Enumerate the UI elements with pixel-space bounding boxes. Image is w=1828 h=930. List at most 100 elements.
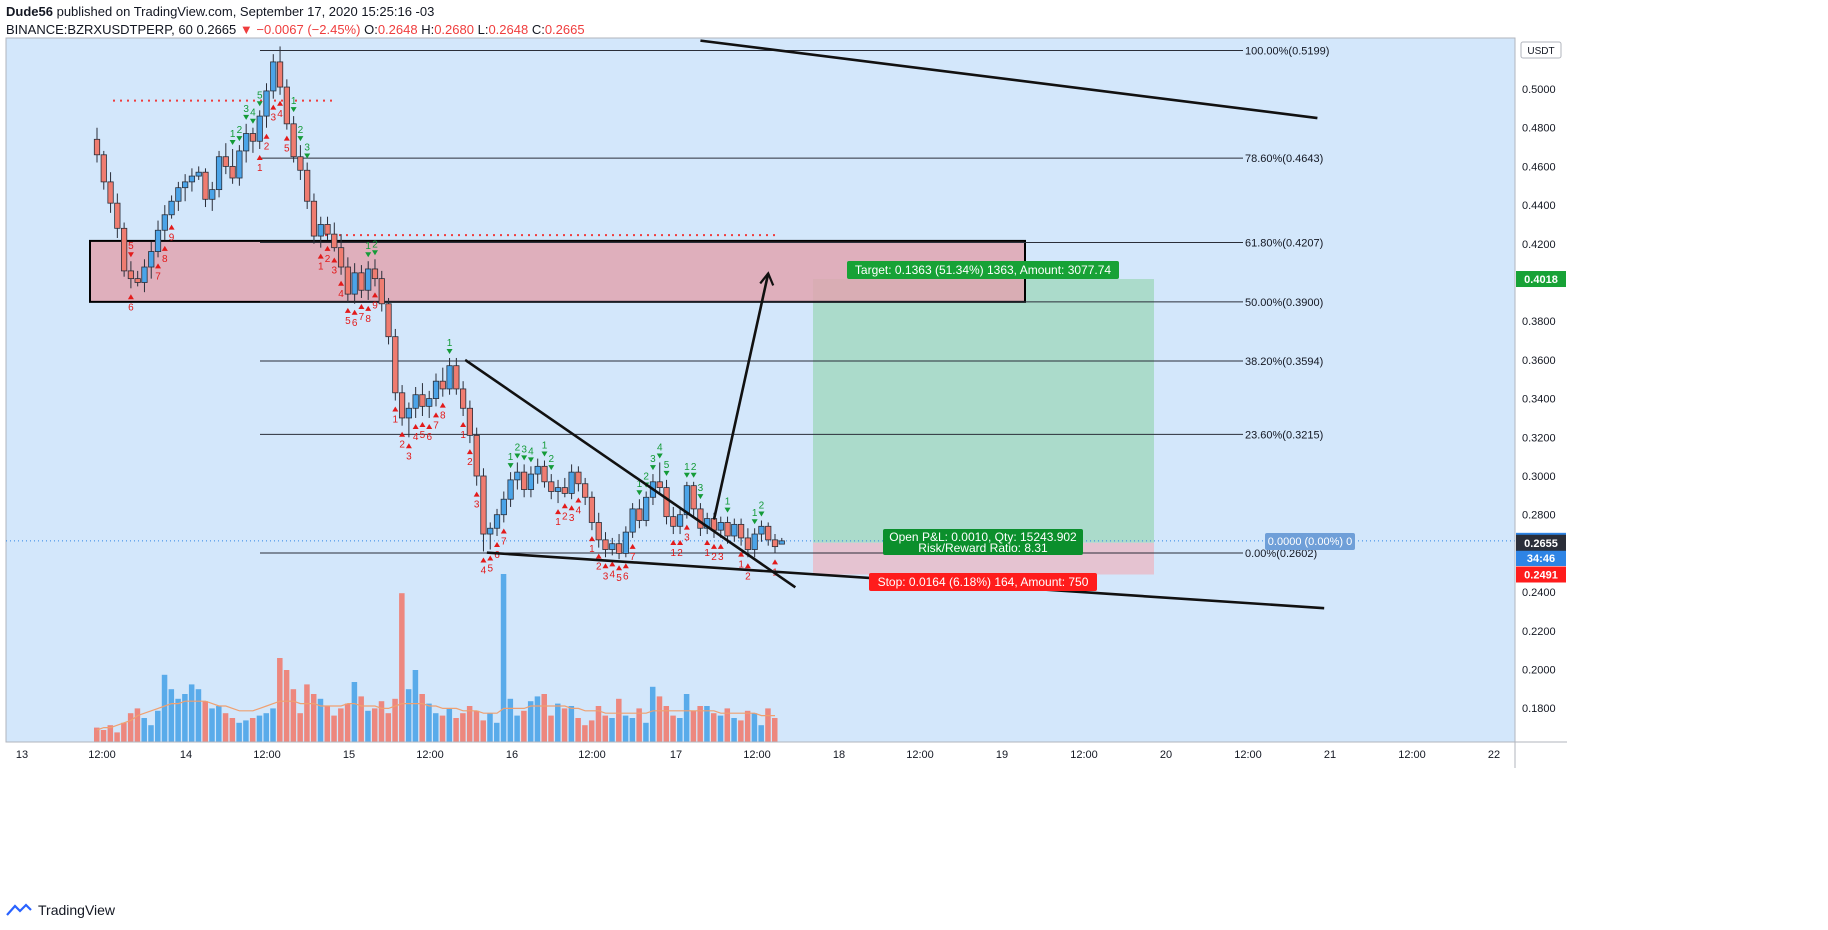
candle-down	[656, 481, 663, 489]
candle-down	[331, 233, 338, 249]
td-count-label: 5	[284, 144, 290, 155]
author-name[interactable]: Dude56	[6, 4, 53, 19]
td-count-label: 2	[691, 462, 697, 473]
candle-down	[283, 86, 290, 125]
trendline-falling-wedge-top	[464, 358, 797, 589]
td-count-label: 2	[325, 254, 331, 265]
td-arrow-up-icon	[738, 551, 745, 557]
volume-bar	[670, 715, 676, 742]
y-tick-label: 0.2000	[1522, 665, 1556, 677]
measure-label: 0.0000 (0.00%) 0	[1268, 536, 1352, 548]
td-count-label: 5	[128, 241, 134, 252]
price-change: ▼ −0.0067 (−2.45%)	[239, 22, 361, 37]
volume-bar	[168, 689, 175, 742]
volume-bar	[453, 718, 459, 742]
td-arrow-up-icon	[704, 540, 711, 546]
y-tick-label: 0.4800	[1522, 123, 1556, 135]
candle-down	[304, 169, 311, 202]
td-arrow-up-icon	[439, 402, 446, 408]
td-count-label: 1	[291, 96, 297, 107]
candle-down	[521, 471, 528, 490]
td-count-label: 4	[609, 569, 615, 580]
volume-bar	[324, 706, 331, 742]
td-arrow-down-icon	[229, 139, 236, 145]
td-count-label: 9	[372, 300, 378, 311]
candle-up	[351, 272, 358, 295]
publish-info: Dude56 published on TradingView.com, Sep…	[6, 4, 434, 19]
td-count-label: 4	[338, 289, 344, 300]
volume-bar	[704, 706, 710, 742]
candle-down	[466, 407, 474, 436]
volume-bar	[195, 689, 202, 742]
td-arrow-down-icon	[697, 494, 704, 500]
td-count-label: 2	[515, 442, 521, 453]
candle-up	[215, 156, 223, 191]
fib-label: 38.20%(0.3594)	[1245, 356, 1323, 368]
y-tick-label: 0.5000	[1522, 84, 1556, 96]
candle-down	[724, 522, 731, 537]
td-arrow-down-icon	[683, 472, 690, 478]
y-tick-label: 0.4400	[1522, 200, 1556, 212]
td-count-label: 5	[345, 316, 351, 327]
td-arrow-up-icon	[351, 309, 358, 315]
volume-bar	[202, 701, 208, 742]
td-arrow-up-icon	[344, 307, 351, 313]
price-axis	[1515, 38, 1567, 742]
volume-bar	[731, 718, 737, 742]
candle-down	[744, 537, 751, 550]
td-arrow-up-icon	[575, 497, 582, 503]
td-arrow-up-icon	[270, 104, 277, 110]
x-tick-label: 18	[833, 749, 845, 761]
currency-label: USDT	[1527, 46, 1554, 57]
candle-down	[670, 516, 677, 527]
volume-bar	[595, 706, 602, 742]
candle-down	[588, 496, 596, 523]
high-label: H:	[421, 22, 435, 37]
td-count-label: 1	[684, 462, 690, 473]
candle-down	[371, 268, 379, 280]
td-count-label: 1	[542, 441, 548, 452]
td-count-label: 6	[352, 318, 358, 329]
td-count-label: 4	[481, 565, 487, 576]
candle-up	[263, 90, 270, 117]
td-arrow-down-icon	[371, 250, 378, 256]
candle-up	[717, 522, 724, 531]
tradingview-logo[interactable]: TradingView	[6, 902, 115, 918]
x-tick-label: 13	[16, 749, 28, 761]
td-arrow-up-icon	[595, 553, 602, 559]
candle-up	[412, 394, 419, 409]
td-arrow-up-icon	[256, 154, 263, 160]
td-count-label: 2	[264, 142, 270, 153]
candle-up	[493, 514, 501, 529]
volume-bar	[629, 718, 636, 742]
volume-bar	[507, 698, 514, 742]
volume-bar	[541, 694, 547, 742]
td-count-label: 1	[508, 452, 514, 463]
candle-down	[480, 475, 487, 535]
td-count-label: 7	[433, 420, 439, 431]
td-count-label: 2	[711, 552, 717, 563]
volume-bar	[351, 682, 358, 742]
volume-bar	[744, 710, 751, 742]
volume-bar	[527, 701, 534, 742]
tradingview-brand: TradingView	[38, 902, 116, 918]
candle-up	[731, 523, 738, 537]
volume-bar	[677, 718, 683, 742]
x-tick-label: 12:00	[578, 749, 606, 761]
td-arrow-down-icon	[527, 457, 534, 463]
trendline-upper-resistance	[700, 39, 1318, 120]
candle-up	[758, 525, 765, 535]
volume-bar	[127, 713, 134, 742]
volume-bar	[419, 694, 425, 742]
candle-up	[527, 473, 535, 490]
volume-bar	[724, 708, 731, 742]
td-count-label: 7	[630, 552, 636, 563]
symbol: BINANCE:BZRXUSDTPERP, 60	[6, 22, 193, 37]
td-count-label: 3	[270, 113, 276, 124]
td-count-label: 1	[738, 560, 744, 571]
candle-up	[432, 380, 440, 399]
td-count-label: 1	[365, 241, 371, 252]
x-tick-label: 12:00	[416, 749, 444, 761]
volume-bar	[100, 730, 107, 742]
